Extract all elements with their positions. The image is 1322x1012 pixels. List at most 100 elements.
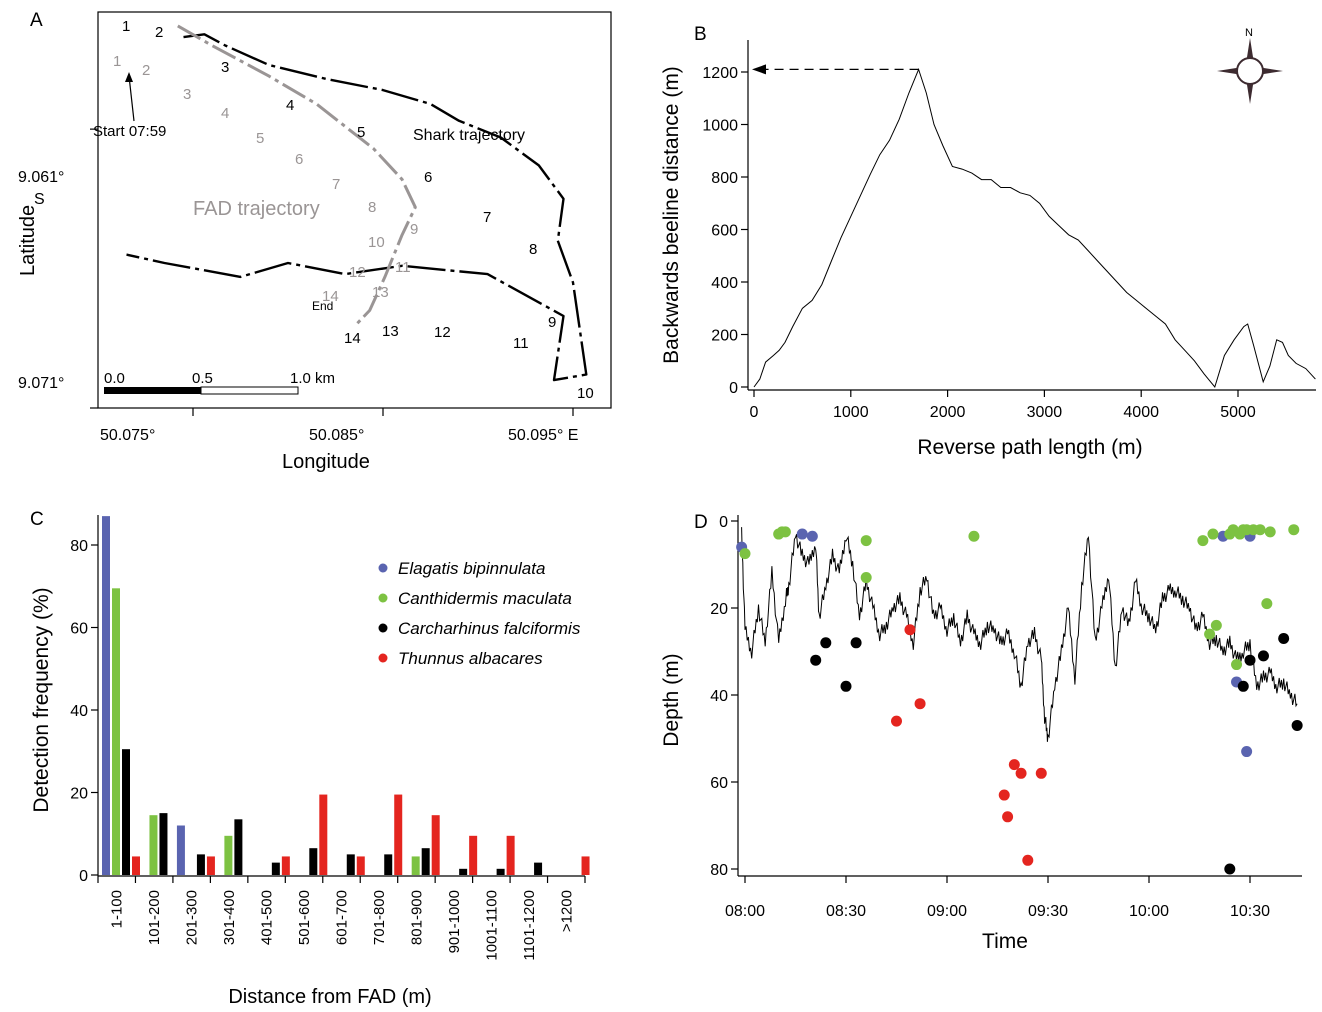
panel-b-ylabel: Backwards beeline distance (m): [660, 66, 683, 364]
shark-point-label: 7: [483, 209, 491, 226]
panel-d-plot: [736, 524, 1303, 875]
detection-point-canthidermis-maculata: [1204, 628, 1216, 640]
detection-point-canthidermis-maculata: [1210, 619, 1222, 631]
bar-carcharhinus-falciformis: [384, 854, 393, 875]
peak-arrow-icon: [752, 64, 766, 75]
bar-carcharhinus-falciformis: [159, 813, 168, 875]
scale-bar-black: [104, 387, 201, 394]
shark-trajectory-line: [126, 33, 588, 382]
bar-thunnus-albacares: [581, 856, 590, 875]
panel-d-ytick-label: 40: [710, 688, 728, 705]
panel-b-xlabel: Reverse path length (m): [917, 436, 1142, 459]
panel-c-category-label: >1200: [558, 890, 575, 932]
panel-d-depth-chart: D 0 20 40 60 80 08:00 08:30 09:00 09:30 10:00 10:3…: [660, 512, 1303, 953]
detection-point-thunnus-albacares: [1035, 767, 1047, 779]
panel-c-legend: Elagatis bipinnulata Canthidermis maculat…: [378, 559, 581, 668]
detection-point-carcharhinus-falciformis: [810, 654, 822, 666]
shark-depth-trace: [741, 527, 1298, 742]
panel-c-ylabel: Detection frequency (%): [30, 587, 53, 812]
shark-point-label: 2: [155, 24, 163, 41]
detection-point-thunnus-albacares: [1008, 759, 1020, 771]
shark-point-label: 1: [122, 18, 130, 35]
detection-point-canthidermis-maculata: [1231, 659, 1243, 671]
scale-bar-white: [200, 386, 299, 395]
panel-c-bars: [102, 516, 590, 875]
fad-point-label: 6: [295, 151, 303, 168]
bar-carcharhinus-falciformis: [309, 848, 318, 875]
bar-thunnus-albacares: [431, 815, 440, 875]
end-label: End: [312, 299, 333, 313]
shark-point-label: 10: [577, 385, 594, 402]
panel-b-ytick-label: 1200: [702, 65, 738, 82]
panel-d-xtick-label: 09:30: [1028, 903, 1068, 920]
shark-point-label: 13: [382, 323, 399, 340]
panel-b-plot: [752, 64, 1316, 389]
detection-point-thunnus-albacares: [914, 698, 926, 710]
detection-point-carcharhinus-falciformis: [840, 680, 852, 692]
panel-d-xtick-label: 08:30: [826, 903, 866, 920]
bar-carcharhinus-falciformis: [459, 868, 468, 875]
detection-point-canthidermis-maculata: [1264, 526, 1276, 538]
shark-point-label: 12: [434, 324, 451, 341]
bar-carcharhinus-falciformis: [496, 868, 505, 875]
bar-elagatis-bipinnulata: [176, 825, 185, 875]
detection-point-carcharhinus-falciformis: [1257, 650, 1269, 662]
fad-point-label: 5: [256, 130, 264, 147]
panel-b-ytick-label: 0: [729, 380, 738, 397]
legend-marker: [378, 623, 388, 633]
panel-a-ytick-1: 9.061°: [18, 169, 64, 186]
detection-point-thunnus-albacares: [1002, 811, 1014, 823]
panel-c-category-label: 601-700: [334, 890, 351, 945]
panel-a-axes: [90, 128, 574, 416]
detection-point-thunnus-albacares: [891, 715, 902, 727]
panel-c-category-label: 401-500: [259, 890, 276, 945]
detection-point-canthidermis-maculata: [779, 526, 791, 538]
panel-a-ytick-2: 9.071°: [18, 375, 64, 392]
panel-d-ytick-label: 60: [710, 775, 728, 792]
detection-point-elagatis-bipinnulata: [796, 528, 808, 540]
fad-point-label: 4: [221, 105, 229, 122]
panel-a-map: A 9.061° S 9.071° 50.075° 50.085° 50.095…: [17, 10, 612, 473]
panel-c-ytick-label: 0: [79, 868, 88, 885]
bar-carcharhinus-falciformis: [346, 854, 355, 875]
panel-d-ytick-label: 0: [719, 514, 728, 531]
detection-point-carcharhinus-falciformis: [1278, 632, 1290, 644]
detection-point-carcharhinus-falciformis: [1291, 719, 1303, 731]
bar-carcharhinus-falciformis: [421, 848, 430, 875]
legend-label: Elagatis bipinnulata: [398, 559, 545, 578]
panel-b-ytick-label: 800: [711, 170, 738, 187]
panel-b-axes: 0 200 400 600 800 1000 1200 0 1000 2000 3000 4000 50…: [660, 40, 1316, 459]
fad-point-label: 12: [349, 264, 366, 281]
panel-c-category-label: 801-900: [408, 890, 425, 945]
legend-label: Carcharhinus falciformis: [398, 619, 581, 638]
shark-point-label: 8: [529, 241, 537, 258]
legend-marker: [378, 653, 388, 663]
fad-point-label: 9: [410, 221, 418, 238]
detection-point-canthidermis-maculata: [860, 572, 872, 584]
bar-carcharhinus-falciformis: [196, 854, 205, 875]
detection-point-elagatis-bipinnulata: [806, 530, 818, 542]
bar-carcharhinus-falciformis: [534, 862, 543, 875]
panel-c-xlabel: Distance from FAD (m): [228, 986, 431, 1008]
panel-a-xtick-2: 50.085°: [309, 427, 364, 444]
detection-point-thunnus-albacares: [1015, 767, 1027, 779]
shark-point-label: 3: [221, 59, 229, 76]
bar-thunnus-albacares: [394, 794, 403, 875]
bar-thunnus-albacares: [356, 856, 365, 875]
detection-point-carcharhinus-falciformis: [850, 637, 862, 649]
shark-point-label: 5: [357, 124, 365, 141]
panel-c-category-label: 1-100: [109, 890, 126, 928]
bar-thunnus-albacares: [506, 835, 515, 875]
detection-point-canthidermis-maculata: [739, 548, 751, 560]
bar-canthidermis-maculata: [112, 588, 120, 875]
legend-label: Thunnus albacares: [398, 649, 543, 668]
detection-point-canthidermis-maculata: [968, 530, 980, 542]
fad-point-label: 10: [368, 234, 385, 251]
shark-point-label: 9: [548, 314, 556, 331]
panel-d-xlabel: Time: [982, 930, 1028, 953]
panel-b-xtick-label: 4000: [1123, 404, 1159, 421]
detection-point-carcharhinus-falciformis: [1237, 680, 1249, 692]
panel-d-xtick-label: 09:00: [927, 903, 967, 920]
